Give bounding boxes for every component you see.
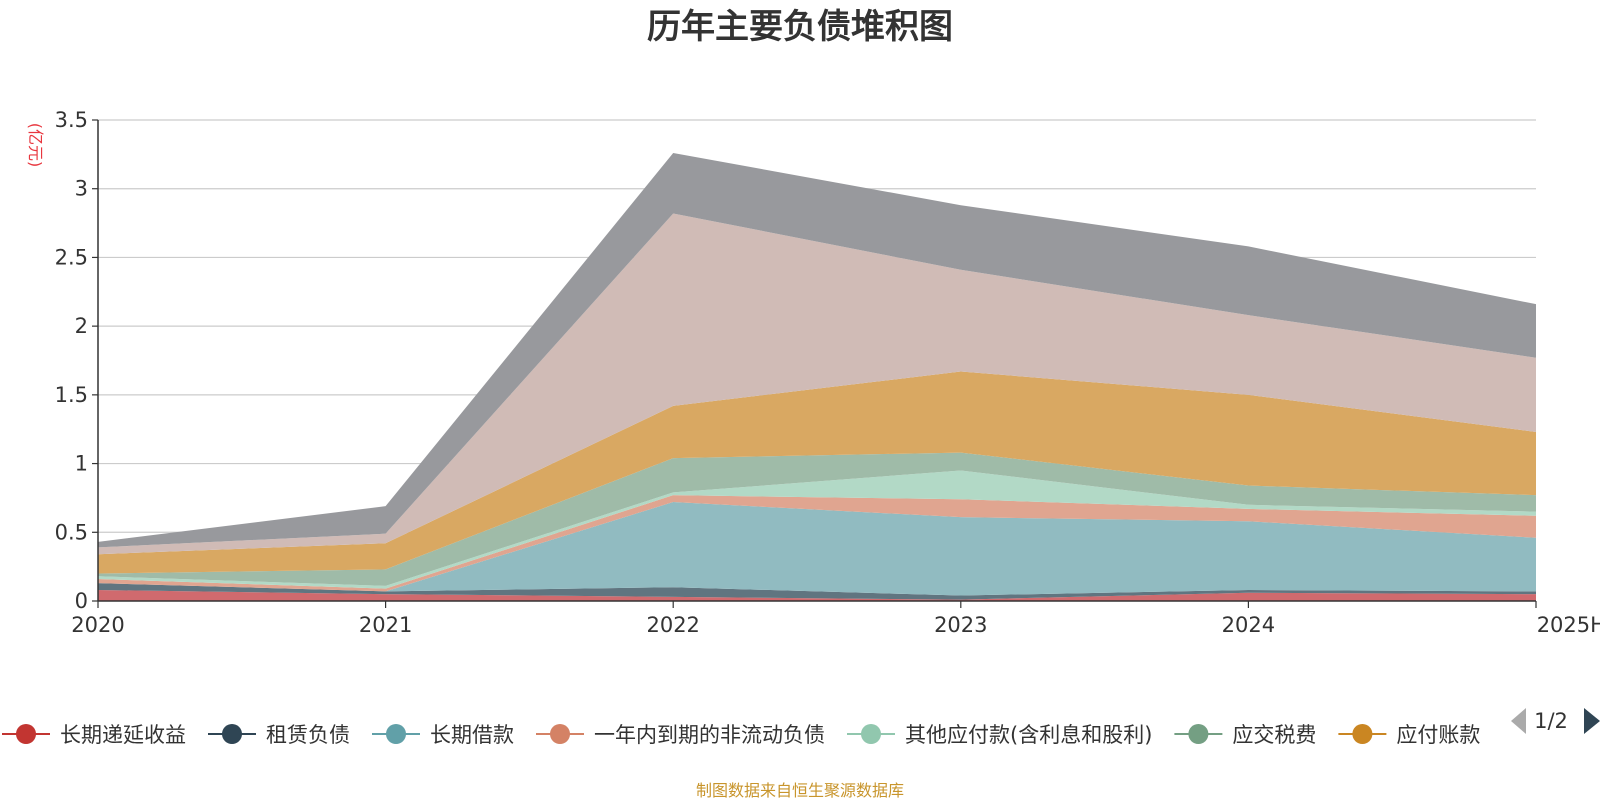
legend-pager: 1/2: [1511, 708, 1600, 734]
legend-prev-page-arrow-icon[interactable]: [1511, 708, 1526, 734]
x-tick-label: 2022: [646, 613, 699, 637]
legend-label: 应交税费: [1232, 723, 1316, 747]
legend-label: 长期借款: [430, 723, 514, 747]
legend: 长期递延收益 租赁负债 长期借款 一年内到期的非流动负债 其他应付款(含利息和股利) 应交…: [2, 723, 1480, 747]
y-tick-label: 3: [75, 177, 88, 201]
legend-circle-icon: [222, 724, 242, 744]
area-series-5: [98, 452, 1536, 586]
legend-label: 应付账款: [1396, 723, 1480, 747]
legend-circle-icon: [861, 724, 881, 744]
y-tick-label: 2.5: [55, 245, 88, 269]
area-series-8: [98, 152, 1536, 548]
legend-item[interactable]: 应付账款: [1338, 723, 1480, 747]
legend-item[interactable]: 长期递延收益: [2, 723, 186, 747]
y-tick-label: 1.5: [55, 383, 88, 407]
legend-label: 租赁负债: [266, 723, 350, 747]
legend-item[interactable]: 租赁负债: [208, 723, 350, 747]
y-tick-label: 0.5: [55, 520, 88, 544]
legend-circle-icon: [1188, 724, 1209, 744]
area-series-7: [98, 213, 1536, 555]
area-series-2: [98, 502, 1536, 596]
legend-circle-icon: [386, 724, 406, 744]
legend-circle-icon: [550, 724, 570, 744]
area-series-4: [98, 470, 1536, 589]
legend-item[interactable]: 应交税费: [1174, 723, 1316, 747]
legend-label: 其他应付款(含利息和股利): [905, 723, 1152, 747]
chart-title: 历年主要负债堆积图: [647, 7, 953, 47]
x-tick-label: 2023: [934, 613, 987, 637]
x-tick-label: 2020: [71, 613, 124, 637]
y-tick-label: 1: [75, 452, 88, 476]
legend-next-page-arrow-icon[interactable]: [1584, 708, 1600, 734]
y-tick-label: 0: [75, 589, 88, 613]
x-tick-label: 2025H1: [1537, 613, 1600, 637]
y-tick-label: 3.5: [55, 108, 88, 132]
legend-circle-icon: [16, 724, 36, 744]
legend-item[interactable]: 其他应付款(含利息和股利): [847, 723, 1152, 747]
legend-page-indicator: 1/2: [1534, 709, 1568, 733]
x-tick-label: 2024: [1222, 613, 1275, 637]
source-note: 制图数据来自恒生聚源数据库: [696, 781, 904, 800]
y-tick-label: 2: [75, 314, 88, 338]
area-series-0: [98, 590, 1536, 601]
axes: 0 0.5 1 1.5 2 2.5 3 3.5 2020 2021 2022 2023 2024 2025…: [55, 108, 1600, 637]
area-series-6: [98, 371, 1536, 574]
legend-item[interactable]: 长期借款: [372, 723, 514, 747]
area-series-layer: [98, 152, 1536, 601]
legend-label: 一年内到期的非流动负债: [594, 723, 825, 747]
legend-label: 长期递延收益: [60, 723, 186, 747]
legend-circle-icon: [1352, 724, 1373, 744]
y-axis-unit-label: (亿元): [26, 123, 45, 168]
x-tick-label: 2021: [359, 613, 412, 637]
legend-item[interactable]: 一年内到期的非流动负债: [536, 723, 825, 747]
area-series-3: [98, 495, 1536, 592]
